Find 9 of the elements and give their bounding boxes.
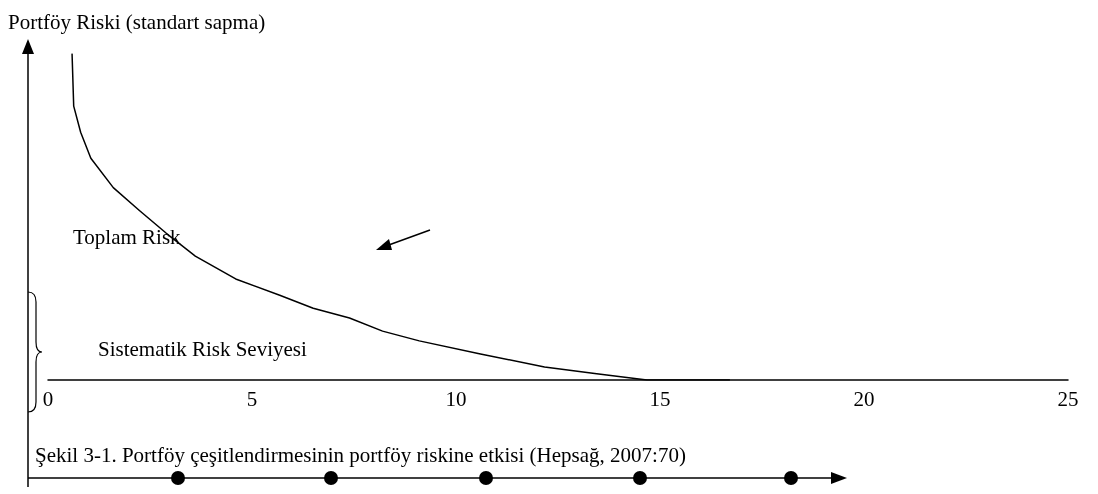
x-tick-label: 5 — [246, 386, 258, 411]
annotation: Sistematik Risk Seviyesi — [98, 336, 308, 361]
x-tick-label: 15 — [649, 386, 671, 411]
text: Şekil 3-1. Portföy çeşitlendirmesinin portföy riskine etkisi (Hepsağ, 2007:70) — [35, 442, 686, 467]
x-tick-label: 25 — [1057, 386, 1079, 411]
x-tick-label: 10 — [445, 386, 467, 411]
x-tick-label: 0 — [42, 386, 54, 411]
x-tick-label: 20 — [853, 386, 875, 411]
y-axis-title: Portföy Riski (standart sapma) — [8, 9, 266, 34]
